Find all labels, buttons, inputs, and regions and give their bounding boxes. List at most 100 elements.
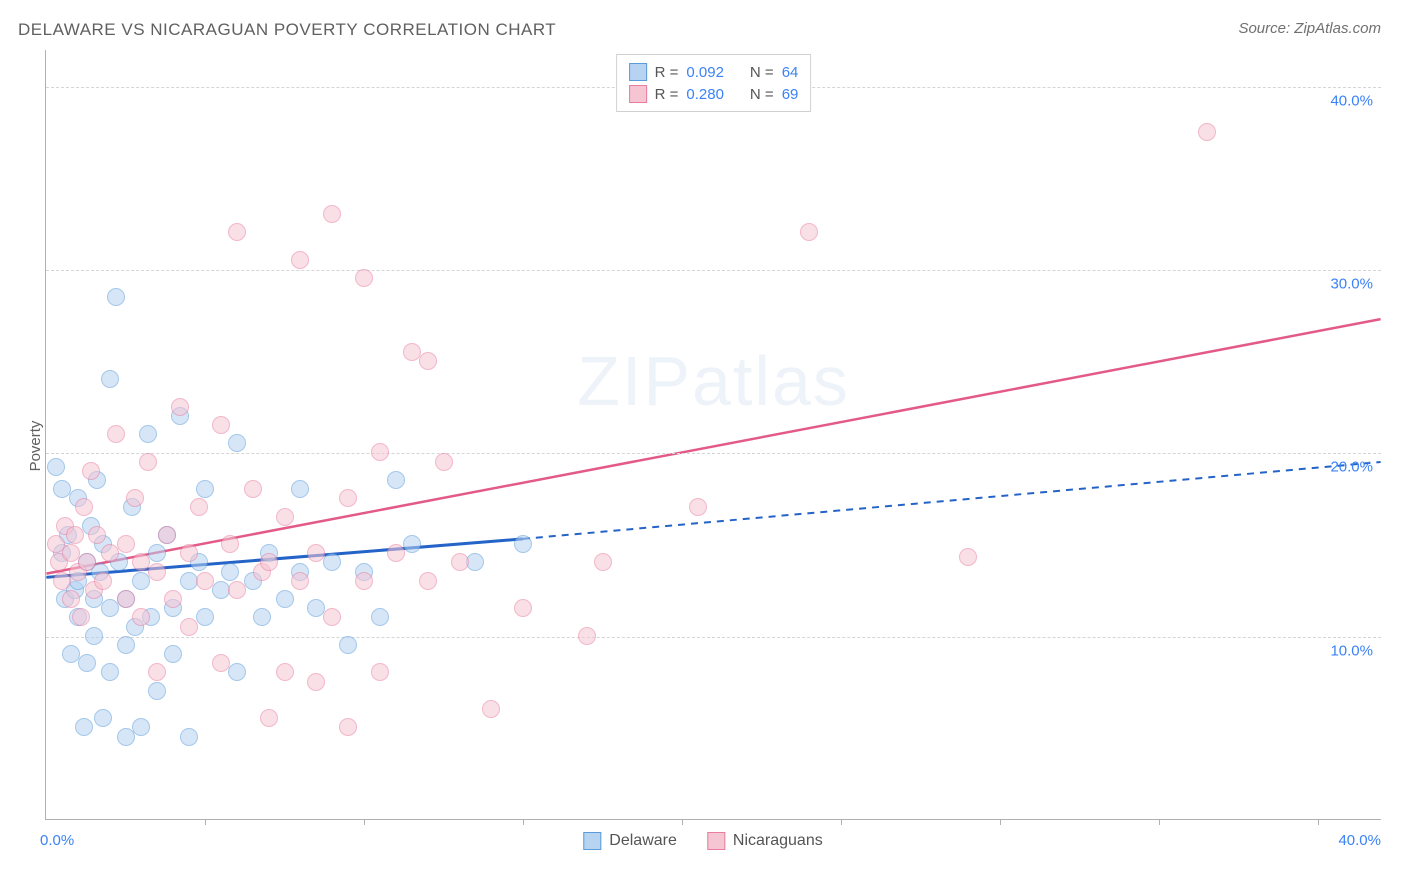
x-tick <box>841 819 842 825</box>
scatter-point <box>276 508 294 526</box>
scatter-point <box>323 553 341 571</box>
scatter-point <box>62 590 80 608</box>
scatter-point <box>451 553 469 571</box>
swatch-icon <box>629 85 647 103</box>
y-tick-label: 20.0% <box>1330 459 1373 476</box>
series-legend-item: Nicaraguans <box>707 832 823 850</box>
y-axis-label: Poverty <box>27 421 44 472</box>
scatter-point <box>82 462 100 480</box>
scatter-point <box>291 572 309 590</box>
source-label: Source: ZipAtlas.com <box>1238 20 1381 37</box>
scatter-point <box>959 548 977 566</box>
swatch-icon <box>583 832 601 850</box>
gridline <box>46 270 1381 271</box>
r-value: 0.092 <box>686 64 724 81</box>
scatter-point <box>228 223 246 241</box>
y-tick-label: 10.0% <box>1330 642 1373 659</box>
x-tick <box>205 819 206 825</box>
correlation-legend-row: R = 0.092 N = 64 <box>629 61 799 83</box>
scatter-point <box>180 544 198 562</box>
series-legend-item: Delaware <box>583 832 677 850</box>
scatter-point <box>403 535 421 553</box>
scatter-point <box>514 599 532 617</box>
scatter-point <box>339 636 357 654</box>
scatter-point <box>371 663 389 681</box>
swatch-icon <box>707 832 725 850</box>
scatter-point <box>355 269 373 287</box>
scatter-point <box>164 645 182 663</box>
r-label: R = <box>655 64 679 81</box>
series-legend-label: Nicaraguans <box>733 832 823 850</box>
scatter-point <box>139 425 157 443</box>
scatter-point <box>126 489 144 507</box>
scatter-point <box>47 458 65 476</box>
regression-lines <box>46 50 1381 819</box>
scatter-point <box>228 434 246 452</box>
scatter-point <box>171 398 189 416</box>
watermark-zip: ZIP <box>577 342 692 420</box>
scatter-point <box>88 526 106 544</box>
scatter-point <box>158 526 176 544</box>
scatter-point <box>148 682 166 700</box>
scatter-point <box>689 498 707 516</box>
scatter-point <box>101 663 119 681</box>
scatter-point <box>221 563 239 581</box>
scatter-point <box>800 223 818 241</box>
scatter-point <box>339 489 357 507</box>
n-label: N = <box>750 64 774 81</box>
x-tick <box>1159 819 1160 825</box>
x-tick <box>523 819 524 825</box>
scatter-point <box>514 535 532 553</box>
y-tick-label: 30.0% <box>1330 276 1373 293</box>
x-tick <box>1318 819 1319 825</box>
scatter-point <box>101 599 119 617</box>
scatter-point <box>94 709 112 727</box>
scatter-point <box>228 663 246 681</box>
scatter-point <box>212 654 230 672</box>
scatter-point <box>53 572 71 590</box>
scatter-point <box>107 288 125 306</box>
scatter-point <box>107 425 125 443</box>
scatter-point <box>78 553 96 571</box>
scatter-point <box>66 526 84 544</box>
scatter-point <box>419 352 437 370</box>
scatter-point <box>291 251 309 269</box>
scatter-point <box>339 718 357 736</box>
scatter-point <box>180 728 198 746</box>
scatter-point <box>101 544 119 562</box>
scatter-point <box>419 572 437 590</box>
plot-area: ZIPatlas R = 0.092 N = 64 R = 0.280 N = … <box>45 50 1381 820</box>
scatter-point <box>190 498 208 516</box>
scatter-point <box>180 618 198 636</box>
scatter-point <box>228 581 246 599</box>
scatter-point <box>276 590 294 608</box>
watermark: ZIPatlas <box>577 341 850 421</box>
x-tick <box>682 819 683 825</box>
gridline <box>46 637 1381 638</box>
series-legend: Delaware Nicaraguans <box>583 832 822 850</box>
scatter-point <box>117 636 135 654</box>
scatter-point <box>253 608 271 626</box>
scatter-point <box>196 480 214 498</box>
scatter-point <box>117 535 135 553</box>
scatter-point <box>139 453 157 471</box>
n-label: N = <box>750 86 774 103</box>
scatter-point <box>435 453 453 471</box>
x-min-label: 0.0% <box>40 832 74 849</box>
scatter-point <box>307 673 325 691</box>
scatter-point <box>1198 123 1216 141</box>
scatter-point <box>94 572 112 590</box>
scatter-point <box>578 627 596 645</box>
n-value: 69 <box>782 86 799 103</box>
scatter-point <box>196 572 214 590</box>
scatter-point <box>260 553 278 571</box>
n-value: 64 <box>782 64 799 81</box>
scatter-point <box>85 627 103 645</box>
scatter-point <box>244 480 262 498</box>
scatter-point <box>75 498 93 516</box>
scatter-point <box>323 205 341 223</box>
correlation-legend: R = 0.092 N = 64 R = 0.280 N = 69 <box>616 54 812 112</box>
scatter-point <box>72 608 90 626</box>
scatter-point <box>221 535 239 553</box>
x-tick <box>1000 819 1001 825</box>
